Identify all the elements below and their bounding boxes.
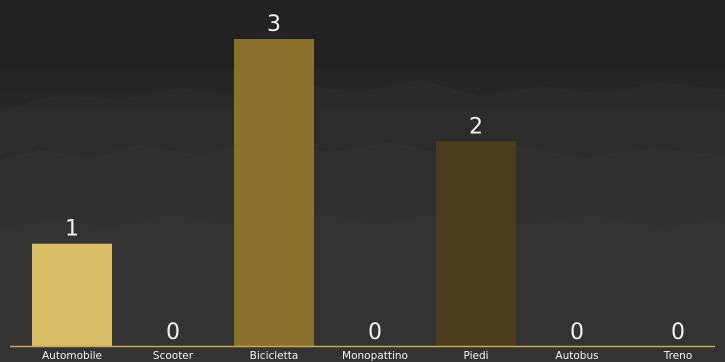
bar-automobile	[32, 243, 112, 346]
x-tick-label-monopattino: Monopattino	[342, 350, 408, 362]
data-label-autobus: 0	[570, 320, 584, 345]
data-label-automobile: 1	[65, 217, 79, 242]
bar-bicicletta	[234, 39, 314, 346]
x-tick-label-autobus: Autobus	[555, 350, 598, 362]
x-tick-label-piedi: Piedi	[463, 350, 488, 362]
x-tick-label-scooter: Scooter	[153, 350, 194, 362]
data-label-treno: 0	[671, 320, 685, 345]
data-label-bicicletta: 3	[267, 12, 281, 37]
x-tick-label-treno: Treno	[663, 350, 693, 362]
x-tick-label-automobile: Automobile	[42, 350, 102, 362]
bar-piedi	[436, 141, 516, 346]
data-label-scooter: 0	[166, 320, 180, 345]
x-tick-label-bicicletta: Bicicletta	[250, 350, 299, 362]
data-label-monopattino: 0	[368, 320, 382, 345]
data-label-piedi: 2	[469, 114, 483, 139]
